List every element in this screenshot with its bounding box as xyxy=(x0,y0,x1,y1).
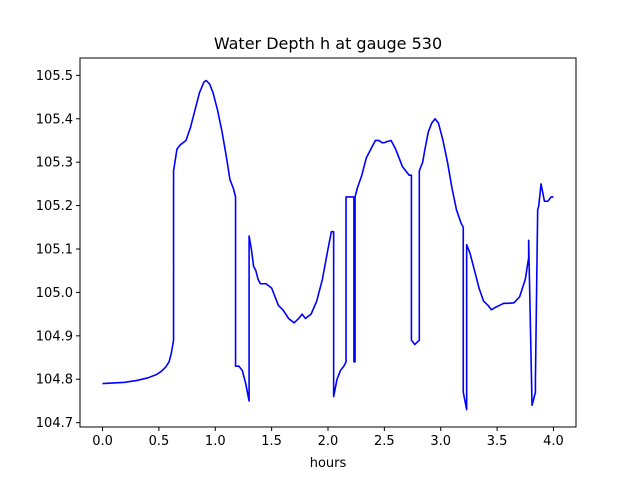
y-tick-label: 104.7 xyxy=(36,416,73,431)
x-tick-label: 2.5 xyxy=(374,434,395,449)
x-tick-label: 3.5 xyxy=(487,434,508,449)
x-tick-label: 1.0 xyxy=(205,434,226,449)
series-line-0 xyxy=(102,79,554,411)
y-tick-label: 105.1 xyxy=(36,243,73,258)
y-tick-label: 105.0 xyxy=(36,286,73,301)
y-tick-label: 104.9 xyxy=(36,329,73,344)
x-tick-label: 4.0 xyxy=(543,434,564,449)
x-tick-label: 2.0 xyxy=(318,434,339,449)
x-tick-label: 3.0 xyxy=(430,434,451,449)
x-tick-label: 0.5 xyxy=(149,434,170,449)
y-tick-label: 105.5 xyxy=(36,69,73,84)
plot-area: 0.0 0.5 1.0 1.5 2.0 2.5 3.0 3.5 4.0 104.7 104.8 104… xyxy=(36,57,577,449)
x-tick-label: 1.5 xyxy=(261,434,282,449)
axes-frame xyxy=(79,57,577,428)
chart-title: Water Depth h at gauge 530 xyxy=(214,34,442,53)
x-axis-label: hours xyxy=(310,456,347,471)
y-tick-label: 105.2 xyxy=(36,199,73,214)
x-tick-label: 0.0 xyxy=(92,434,113,449)
y-tick-label: 105.3 xyxy=(36,156,73,171)
y-tick-label: 105.4 xyxy=(36,112,73,127)
y-tick-label: 104.8 xyxy=(36,373,73,388)
